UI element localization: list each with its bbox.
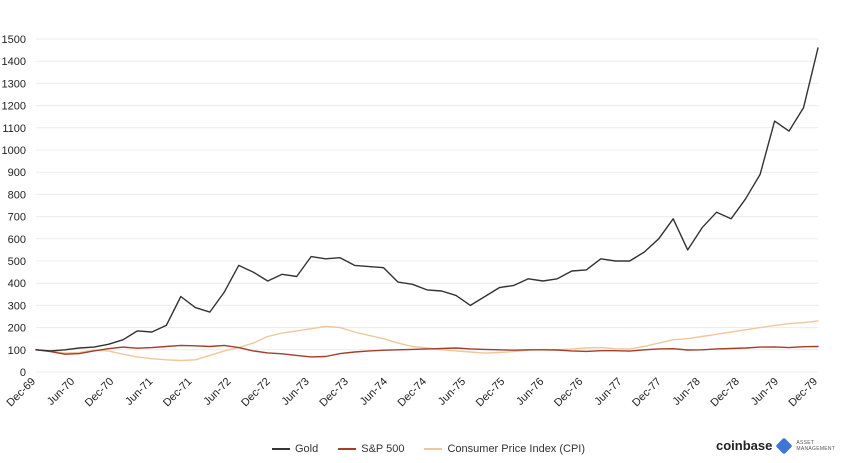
series-line-gold	[35, 47, 819, 352]
series-line-s-p-500	[35, 344, 819, 358]
y-tick-label: 600	[8, 234, 26, 246]
x-tick-label: Dec-77	[630, 376, 664, 410]
x-tick-label: Dec-75	[474, 376, 508, 410]
legend-item-cpi: Consumer Price Index (CPI)	[424, 443, 585, 455]
brand-subtitle: ASSET MANAGEMENT	[796, 440, 835, 452]
y-tick-label: 400	[8, 278, 26, 290]
series-lines	[35, 47, 819, 362]
x-tick-label: Dec-73	[317, 376, 351, 410]
x-tick-label: Dec-72	[239, 376, 273, 410]
brand-mark-icon	[775, 437, 793, 454]
x-tick-label: Jun-75	[436, 376, 468, 408]
legend-swatch-sp500	[338, 448, 357, 450]
y-tick-label: 700	[8, 212, 26, 224]
brand-name: coinbase	[716, 438, 773, 453]
brand-logo: coinbase ASSET MANAGEMENT	[716, 437, 835, 454]
legend-label-sp500: S&P 500	[361, 443, 405, 455]
legend-swatch-gold	[272, 448, 290, 450]
x-tick-label: Jun-72	[201, 376, 233, 408]
y-tick-label: 0	[20, 367, 26, 379]
x-tick-label: Dec-74	[396, 376, 430, 410]
legend-item-sp500: S&P 500	[338, 443, 404, 455]
y-tick-label: 300	[8, 300, 26, 312]
x-tick-label: Jun-77	[592, 376, 624, 408]
x-tick-label: Dec-76	[552, 376, 586, 410]
x-tick-label: Jun-79	[749, 376, 781, 408]
y-tick-label: 500	[8, 256, 26, 268]
y-tick-label: 1200	[2, 101, 26, 113]
x-tick-label: Dec-78	[708, 376, 742, 410]
x-axis: Dec-69 Jun-70 Dec-70 Jun-71 Dec-71 Jun-72 Dec-…	[5, 376, 821, 410]
y-tick-label: 100	[8, 345, 26, 357]
legend-swatch-cpi	[424, 448, 443, 450]
y-tick-label: 1400	[2, 56, 26, 68]
x-tick-label: Dec-70	[83, 376, 117, 410]
legend-label-gold: Gold	[295, 443, 319, 455]
legend-label-cpi: Consumer Price Index (CPI)	[447, 443, 586, 455]
x-tick-label: Jun-71	[123, 376, 155, 408]
x-tick-label: Dec-69	[5, 376, 39, 410]
y-tick-label: 1100	[2, 123, 26, 135]
y-tick-label: 1300	[2, 78, 26, 90]
brand-subtitle-line1: ASSET	[796, 439, 815, 446]
y-tick-label: 800	[8, 189, 26, 201]
x-tick-label: Jun-73	[280, 376, 312, 408]
y-tick-label: 1500	[2, 34, 26, 46]
x-tick-label: Dec-71	[161, 376, 195, 410]
series-line-consumer-price-index-cpi	[35, 320, 819, 362]
x-tick-label: Jun-76	[514, 376, 546, 408]
y-tick-label: 1000	[2, 145, 26, 157]
y-axis: 0 100 200 300 400 500 600 700 800 900 1000 1100 1200…	[2, 34, 26, 379]
legend: Gold S&P 500 Consumer Price Index (CPI)	[272, 440, 585, 458]
y-tick-label: 200	[8, 323, 26, 335]
grid	[36, 38, 818, 373]
brand-subtitle-line2: MANAGEMENT	[796, 445, 836, 452]
x-tick-label: Jun-70	[45, 376, 77, 408]
legend-item-gold: Gold	[272, 443, 318, 455]
x-tick-label: Jun-78	[671, 376, 703, 408]
x-tick-label: Dec-79	[787, 376, 821, 410]
y-tick-label: 900	[8, 167, 26, 179]
x-tick-label: Jun-74	[358, 376, 390, 408]
